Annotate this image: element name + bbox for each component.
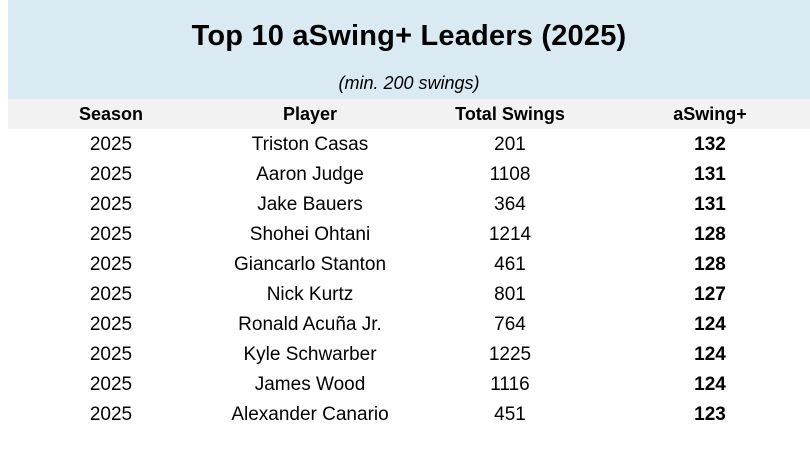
title-band — [8, 0, 810, 99]
cell-season: 2025 — [89, 164, 133, 185]
column-header-player: Player — [282, 104, 338, 124]
cell-total-swings: 1108 — [489, 164, 531, 185]
cell-season: 2025 — [89, 224, 133, 245]
cell-aswing-plus: 131 — [694, 164, 726, 185]
table-title: Top 10 aSwing+ Leaders (2025) — [191, 20, 627, 52]
column-header-season: Season — [78, 104, 144, 124]
cell-player: Aaron Judge — [256, 164, 364, 185]
cell-aswing-plus: 124 — [694, 374, 726, 395]
cell-season: 2025 — [89, 404, 133, 425]
cell-player: Nick Kurtz — [266, 284, 354, 305]
cell-season: 2025 — [89, 314, 133, 335]
cell-season: 2025 — [89, 374, 133, 395]
table-row: 2025 James Wood 1116 124 — [0, 370, 810, 400]
table-subtitle: (min. 200 swings) — [338, 73, 480, 93]
table-row: 2025 Shohei Ohtani 1214 128 — [0, 220, 810, 250]
table-row: 2025 Aaron Judge 1108 131 — [0, 160, 810, 190]
column-header-row — [8, 99, 810, 129]
cell-aswing-plus: 132 — [694, 134, 726, 155]
cell-aswing-plus: 127 — [694, 284, 726, 305]
cell-total-swings: 451 — [494, 404, 526, 425]
cell-total-swings: 364 — [494, 194, 526, 215]
cell-total-swings: 1116 — [490, 374, 530, 395]
cell-total-swings: 1225 — [488, 344, 532, 365]
cell-aswing-plus: 128 — [694, 254, 726, 275]
cell-aswing-plus: 124 — [694, 314, 726, 335]
cell-season: 2025 — [89, 344, 133, 365]
cell-season: 2025 — [89, 284, 133, 305]
cell-player: Triston Casas — [251, 134, 369, 155]
cell-total-swings: 461 — [494, 254, 526, 275]
cell-aswing-plus: 124 — [694, 344, 726, 365]
cell-season: 2025 — [89, 134, 133, 155]
cell-player: Giancarlo Stanton — [233, 254, 387, 275]
table-row: 2025 Ronald Acuña Jr. 764 124 — [0, 310, 810, 340]
column-header-total-swings: Total Swings — [455, 104, 565, 124]
cell-total-swings: 201 — [494, 134, 526, 155]
cell-aswing-plus: 131 — [694, 194, 726, 215]
cell-player: Shohei Ohtani — [249, 224, 371, 245]
cell-player: Alexander Canario — [231, 404, 389, 425]
cell-player: Jake Bauers — [257, 194, 363, 215]
cell-aswing-plus: 128 — [694, 224, 726, 245]
table-row: 2025 Nick Kurtz 801 127 — [0, 280, 810, 310]
cell-total-swings: 764 — [494, 314, 526, 335]
cell-player: Ronald Acuña Jr. — [238, 314, 382, 335]
cell-player: James Wood — [254, 374, 366, 395]
cell-aswing-plus: 123 — [694, 404, 726, 425]
table-row: 2025 Triston Casas 201 132 — [0, 130, 810, 160]
table-row: 2025 Kyle Schwarber 1225 124 — [0, 340, 810, 370]
cell-total-swings: 1214 — [488, 224, 532, 245]
cell-total-swings: 801 — [494, 284, 526, 305]
column-header-aswing-plus: aSwing+ — [673, 104, 747, 124]
table-row: 2025 Alexander Canario 451 123 — [0, 400, 810, 430]
cell-season: 2025 — [89, 194, 133, 215]
table-row: 2025 Giancarlo Stanton 461 128 — [0, 250, 810, 280]
cell-player: Kyle Schwarber — [243, 344, 377, 365]
table-row: 2025 Jake Bauers 364 131 — [0, 190, 810, 220]
cell-season: 2025 — [89, 254, 133, 275]
